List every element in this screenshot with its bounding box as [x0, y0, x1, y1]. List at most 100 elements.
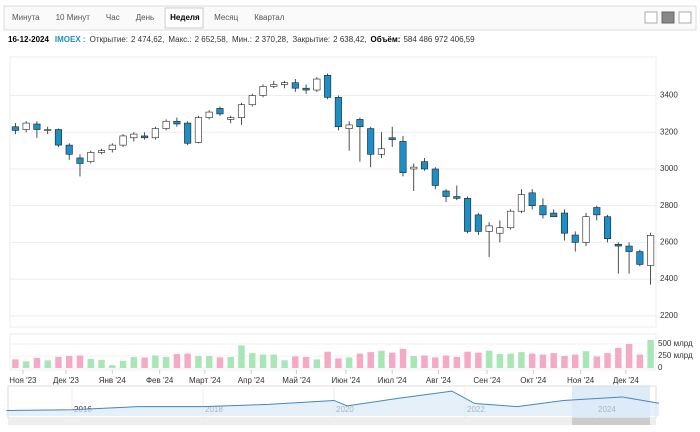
tab[interactable]: Час: [106, 13, 120, 22]
candle-body: [33, 123, 41, 130]
candle-body: [345, 124, 353, 129]
volume-bar: [44, 360, 51, 368]
volume-bar: [270, 354, 278, 368]
candle-body: [410, 166, 418, 170]
x-tick-label: Дек '24: [613, 376, 640, 385]
volume-bar: [141, 357, 148, 368]
volume-bar: [528, 353, 536, 368]
info-label: Объём:: [371, 35, 401, 44]
tab[interactable]: Квартал: [254, 13, 285, 22]
candle-body: [356, 119, 364, 128]
candle-body: [248, 95, 256, 106]
toolbar-icons: [644, 11, 692, 24]
volume-tick-label: 0: [658, 363, 663, 372]
x-tick-label: Ноя '23: [9, 376, 37, 385]
x-tick-label: Окт '24: [520, 376, 547, 385]
candle-body: [194, 117, 202, 143]
candle-body: [474, 214, 482, 232]
x-tick-label: Авг '24: [426, 376, 452, 385]
candle-body: [507, 210, 515, 229]
volume-bar: [292, 356, 299, 368]
candle-body: [550, 212, 558, 217]
x-tick-label: Июн '24: [332, 376, 361, 385]
candle-body: [560, 212, 569, 234]
bar-icon[interactable]: [678, 11, 692, 24]
candle-body: [270, 84, 278, 87]
volume-bar: [313, 359, 321, 368]
candle-body: [367, 128, 375, 155]
x-tick-label: Фев '24: [146, 376, 174, 385]
line-icon[interactable]: [644, 11, 658, 24]
candle-icon[interactable]: [661, 11, 675, 24]
volume-bar: [281, 360, 288, 368]
volume-bar: [410, 356, 417, 368]
volume-bar: [593, 356, 601, 368]
volume-bar: [625, 344, 633, 368]
info-value: 2 474,62,: [131, 35, 164, 44]
volume-bar: [421, 355, 428, 368]
volume-bar: [367, 352, 374, 368]
volume-bar: [453, 356, 461, 368]
candle-body: [119, 135, 127, 146]
volume-bar: [227, 356, 234, 368]
candle-body: [65, 144, 73, 155]
volume-bar: [388, 352, 396, 368]
plot-area: [9, 56, 657, 328]
candle-body: [399, 141, 407, 173]
candle-body: [442, 190, 450, 197]
candle-body: [130, 133, 138, 139]
volume-bar: [324, 351, 331, 368]
volume-bar: [507, 353, 514, 368]
candle-body: [281, 82, 289, 85]
candle-body: [539, 205, 547, 216]
volume-bar: [539, 354, 547, 368]
candle-body: [173, 120, 181, 125]
y-tick-label: 2400: [660, 274, 678, 283]
candle-body: [44, 129, 52, 131]
scrollbar-thumb[interactable]: [572, 418, 650, 425]
volume-bar: [636, 354, 644, 368]
scrollbar[interactable]: [8, 418, 656, 425]
candle-body: [464, 198, 472, 232]
active-tab: [164, 7, 204, 29]
candle-body: [528, 192, 536, 206]
tab[interactable]: 10 Минут: [56, 13, 91, 22]
tab[interactable]: День: [136, 13, 154, 22]
candle-body: [647, 235, 655, 266]
volume-bar: [249, 353, 256, 368]
candle-body: [571, 234, 579, 243]
volume-bar: [55, 356, 62, 368]
toolbar: [3, 5, 697, 31]
x-tick-label: Ноя '24: [567, 376, 595, 385]
volume-bar: [22, 361, 30, 368]
volume-bar: [378, 350, 385, 368]
candle-body: [11, 126, 19, 131]
volume-bar: [87, 358, 94, 368]
x-tick-label: Дек '23: [53, 376, 80, 385]
x-tick-label: Март '24: [189, 376, 221, 385]
candle-body: [324, 75, 332, 98]
info-label: Открытие:: [90, 35, 128, 44]
volume-bar: [302, 356, 310, 368]
tab[interactable]: Месяц: [214, 13, 239, 22]
volume-bar: [572, 354, 579, 368]
candle-body: [141, 135, 149, 139]
navigator-line: [6, 390, 659, 412]
info-ticker: IMOEX :: [55, 35, 86, 44]
candle-body: [162, 120, 170, 129]
volume-bar: [130, 356, 138, 368]
info-date: 16-12-2024: [8, 35, 49, 44]
tab[interactable]: Неделя: [170, 13, 200, 22]
volume-bar: [119, 360, 127, 368]
tab[interactable]: Минута: [12, 13, 40, 22]
volume-bar: [464, 351, 471, 368]
volume-bar: [109, 365, 116, 368]
info-label: Закрытие:: [292, 35, 330, 44]
x-tick-label: Май '24: [282, 376, 311, 385]
candle-body: [582, 216, 590, 243]
y-tick-label: 2200: [660, 311, 678, 320]
volume-bar: [432, 357, 439, 368]
candle-body: [54, 129, 62, 146]
volume-bar: [550, 353, 557, 368]
x-tick-label: Июл '24: [378, 376, 407, 385]
